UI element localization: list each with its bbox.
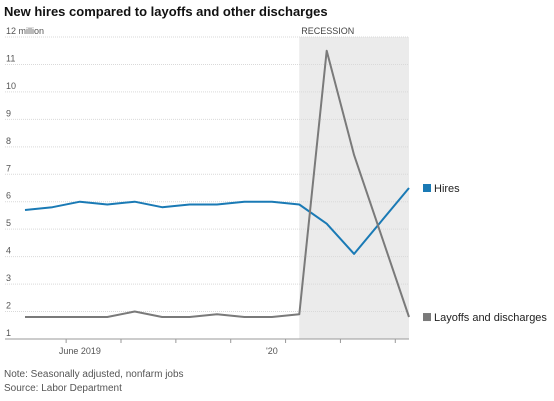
legend-swatch — [423, 313, 431, 322]
legend-label: Layoffs and discharges — [434, 312, 547, 324]
recession-label: RECESSION — [301, 26, 354, 36]
x-axis-ticks: June 2019 '20 — [59, 339, 396, 356]
chart-title: New hires compared to layoffs and other … — [4, 4, 328, 19]
y-tick-label: 8 — [6, 136, 11, 146]
x-tick-label: June 2019 — [59, 346, 101, 356]
y-tick-label: 4 — [6, 246, 11, 256]
y-axis-ticks: 1 2 3 4 5 6 7 8 9 10 11 12 million — [6, 26, 44, 338]
y-tick-label: 10 — [6, 81, 16, 91]
recession-shade — [299, 37, 409, 339]
y-tick-label: 3 — [6, 273, 11, 283]
chart-source: Source: Labor Department — [4, 383, 122, 394]
chart-note: Note: Seasonally adjusted, nonfarm jobs — [4, 369, 184, 380]
series-line-hires — [24, 187, 410, 255]
gridlines — [5, 36, 409, 340]
y-tick-label: 1 — [6, 328, 11, 338]
y-tick-label: 2 — [6, 301, 11, 311]
recession-band: RECESSION — [299, 26, 409, 339]
legend-swatch — [423, 184, 431, 192]
legend-label: Hires — [434, 183, 460, 195]
y-tick-label: 6 — [6, 191, 11, 201]
x-tick-label: '20 — [266, 346, 278, 356]
y-tick-label: 12 million — [6, 26, 44, 36]
series-lines — [24, 49, 410, 318]
y-tick-label: 9 — [6, 108, 11, 118]
y-tick-label: 7 — [6, 163, 11, 173]
series-labels: Hires Layoffs and discharges — [423, 183, 547, 324]
y-tick-label: 5 — [6, 218, 11, 228]
y-tick-label: 11 — [6, 53, 15, 63]
series-line-layoffs — [25, 49, 410, 318]
